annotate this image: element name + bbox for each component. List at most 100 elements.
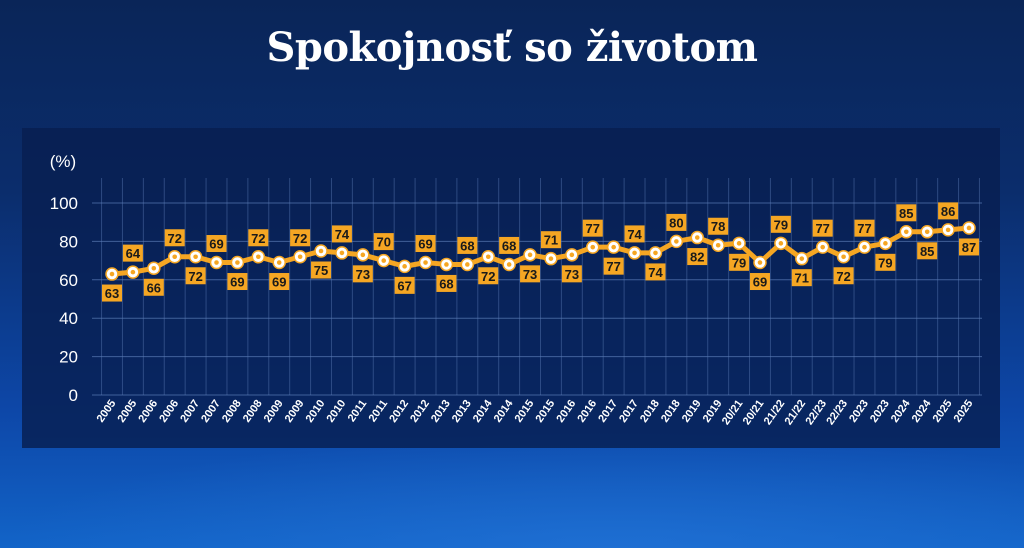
x-tick-label: 22/23 <box>804 398 830 427</box>
svg-text:70: 70 <box>376 235 390 250</box>
data-value-label: 85 <box>896 204 917 222</box>
svg-text:69: 69 <box>753 275 767 290</box>
svg-text:69: 69 <box>230 275 244 290</box>
x-tick-label: 2006 <box>136 398 160 425</box>
y-axis-unit-label: (%) <box>50 152 76 171</box>
data-value-label: 74 <box>645 263 666 281</box>
data-value-label: 69 <box>206 235 227 253</box>
x-tick-label: 2010 <box>304 398 328 425</box>
data-value-label: 69 <box>749 273 770 291</box>
svg-text:85: 85 <box>920 244 934 259</box>
x-tick-label: 2010 <box>325 398 349 425</box>
svg-text:72: 72 <box>481 269 495 284</box>
x-tick-label: 2005 <box>95 398 119 425</box>
data-value-label: 68 <box>436 274 457 292</box>
data-value-label: 72 <box>290 229 311 247</box>
data-value-label: 79 <box>729 253 750 271</box>
x-tick-label: 20/21 <box>741 398 767 427</box>
x-axis-ticks: 2005200520062006200720072008200820092009… <box>95 397 976 427</box>
svg-text:73: 73 <box>565 267 579 282</box>
svg-text:67: 67 <box>397 278 411 293</box>
svg-text:68: 68 <box>439 276 453 291</box>
background-glow <box>0 430 1024 548</box>
x-tick-label: 22/23 <box>824 398 850 427</box>
svg-text:77: 77 <box>586 221 600 236</box>
svg-text:74: 74 <box>648 265 663 280</box>
x-tick-label: 2008 <box>241 398 265 425</box>
data-value-label: 79 <box>875 253 896 271</box>
data-value-label: 68 <box>499 236 520 254</box>
data-points <box>105 221 976 281</box>
svg-text:68: 68 <box>460 238 474 253</box>
x-tick-label: 2009 <box>262 398 286 425</box>
svg-text:73: 73 <box>356 267 370 282</box>
data-value-label: 63 <box>102 284 122 302</box>
data-value-label: 71 <box>791 269 812 287</box>
svg-text:71: 71 <box>795 271 809 286</box>
x-tick-label: 2016 <box>575 398 599 425</box>
data-value-label: 70 <box>373 233 394 251</box>
x-tick-label: 2014 <box>492 397 516 425</box>
data-value-label: 77 <box>582 219 603 237</box>
x-tick-label: 2011 <box>367 398 391 424</box>
y-tick-label: 100 <box>50 194 78 213</box>
svg-text:68: 68 <box>502 238 516 253</box>
x-tick-label: 2013 <box>429 398 453 425</box>
svg-text:74: 74 <box>627 227 642 242</box>
chart-title: Spokojnosť so životom <box>266 24 758 71</box>
data-labels: 63 64 66 72 72 69 69 72 69 72 75 74 73 70 67 69 68 68 72 68… <box>102 202 979 302</box>
x-tick-label: 2018 <box>659 398 683 425</box>
x-tick-label: 20/21 <box>720 398 746 427</box>
x-tick-label: 2019 <box>680 398 704 425</box>
grid-lines <box>92 178 982 396</box>
x-tick-label: 2023 <box>868 398 892 425</box>
svg-text:74: 74 <box>335 227 350 242</box>
data-value-label: 72 <box>164 229 185 247</box>
x-tick-label: 2016 <box>554 398 578 425</box>
svg-text:69: 69 <box>272 275 286 290</box>
y-tick-label: 0 <box>69 386 78 405</box>
data-value-label: 72 <box>185 267 206 285</box>
svg-text:86: 86 <box>941 204 955 219</box>
svg-text:72: 72 <box>293 231 307 246</box>
svg-text:77: 77 <box>815 221 829 236</box>
data-value-label: 78 <box>708 217 729 235</box>
x-tick-label: 2024 <box>889 397 913 425</box>
data-value-label: 72 <box>833 267 854 285</box>
x-tick-label: 2007 <box>199 398 223 425</box>
data-value-label: 74 <box>331 225 352 243</box>
svg-text:72: 72 <box>836 269 850 284</box>
svg-text:85: 85 <box>899 206 913 221</box>
svg-text:69: 69 <box>209 237 223 252</box>
data-value-label: 73 <box>520 265 541 283</box>
x-tick-label: 2015 <box>513 398 537 425</box>
y-tick-label: 20 <box>59 348 78 367</box>
y-tick-label: 80 <box>59 232 78 251</box>
x-tick-label: 2013 <box>450 398 474 425</box>
data-value-label: 86 <box>938 202 959 220</box>
y-tick-label: 60 <box>59 271 78 290</box>
x-tick-label: 2012 <box>387 398 411 425</box>
x-tick-label: 2025 <box>952 398 976 425</box>
x-tick-label: 2017 <box>596 398 620 425</box>
x-tick-label: 2014 <box>471 397 495 425</box>
x-tick-label: 2005 <box>115 398 139 425</box>
data-value-label: 85 <box>917 242 938 260</box>
svg-text:77: 77 <box>606 259 620 274</box>
data-value-label: 80 <box>666 213 687 231</box>
x-tick-label: 2025 <box>931 398 955 425</box>
svg-text:78: 78 <box>711 219 725 234</box>
x-tick-label: 2017 <box>617 398 641 425</box>
svg-text:63: 63 <box>105 286 119 301</box>
data-value-label: 67 <box>394 276 415 294</box>
data-value-label: 82 <box>687 248 708 266</box>
x-tick-label: 21/22 <box>783 398 809 427</box>
data-value-label: 69 <box>269 273 290 291</box>
svg-text:79: 79 <box>774 217 788 232</box>
data-value-label: 69 <box>227 273 248 291</box>
data-value-label: 73 <box>561 265 582 283</box>
svg-text:72: 72 <box>251 231 265 246</box>
data-value-label: 79 <box>770 215 791 233</box>
svg-text:75: 75 <box>314 263 328 278</box>
data-value-label: 68 <box>457 236 478 254</box>
